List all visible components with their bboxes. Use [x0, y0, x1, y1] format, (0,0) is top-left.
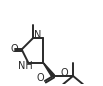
- Text: O: O: [10, 44, 18, 54]
- Text: O: O: [36, 73, 44, 83]
- Text: N: N: [34, 30, 41, 40]
- Polygon shape: [43, 63, 54, 77]
- Text: NH: NH: [18, 61, 32, 71]
- Text: O: O: [61, 68, 69, 79]
